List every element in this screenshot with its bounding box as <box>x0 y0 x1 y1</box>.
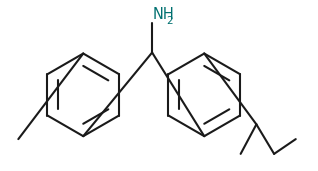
Text: NH: NH <box>153 7 175 22</box>
Text: 2: 2 <box>166 16 173 26</box>
